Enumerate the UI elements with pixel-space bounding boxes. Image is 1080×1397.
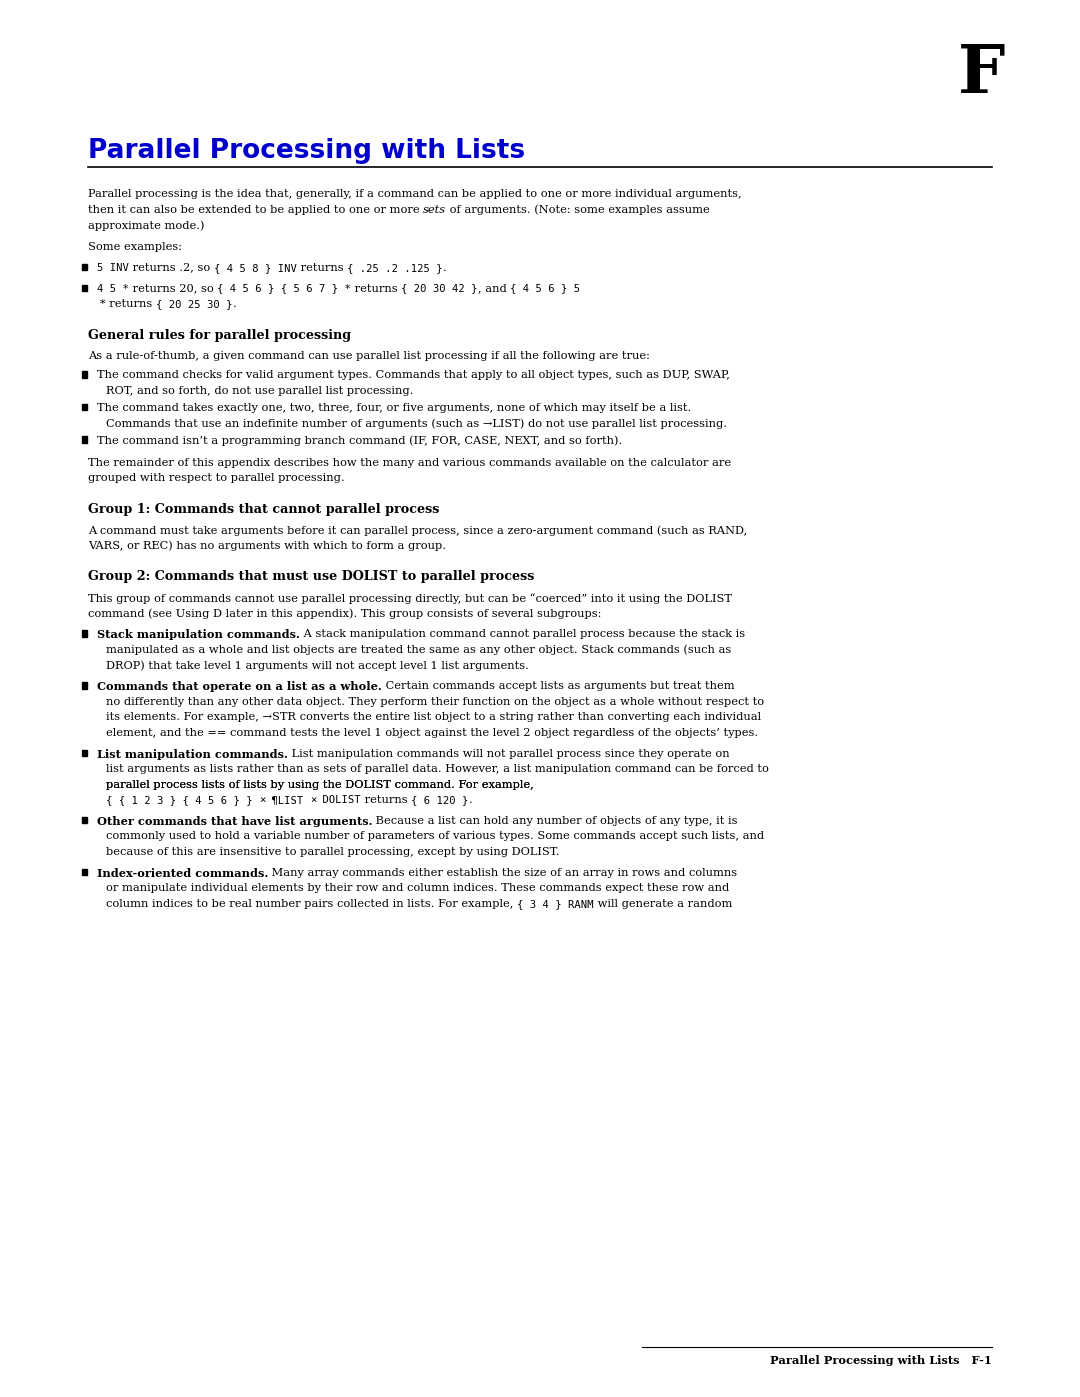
Text: { 4 5 6 } { 5 6 7 } *: { 4 5 6 } { 5 6 7 } *	[217, 284, 351, 293]
Text: Certain commands accept lists as arguments but treat them: Certain commands accept lists as argumen…	[381, 682, 734, 692]
Bar	[81, 817, 87, 823]
Text: parallel process lists of lists by using the DOLIST command. For example,: parallel process lists of lists by using…	[106, 780, 538, 789]
Text: list arguments as lists rather than as sets of parallel data. However, a list ma: list arguments as lists rather than as s…	[106, 764, 769, 774]
Text: { 3 4 } RANM: { 3 4 } RANM	[517, 898, 594, 909]
Text: Parallel processing is the idea that, generally, if a command can be applied to : Parallel processing is the idea that, ge…	[87, 189, 742, 198]
Text: returns 20, so: returns 20, so	[129, 284, 217, 293]
Text: As a rule-of-thumb, a given command can use parallel list processing if all the : As a rule-of-thumb, a given command can …	[87, 351, 650, 360]
Text: approximate mode.): approximate mode.)	[87, 219, 204, 231]
Bar	[81, 869, 87, 876]
Bar	[81, 404, 87, 411]
Text: A stack manipulation command cannot parallel process because the stack is: A stack manipulation command cannot para…	[300, 629, 745, 640]
Text: ×: ×	[259, 795, 266, 805]
Text: DOLIST: DOLIST	[316, 795, 361, 805]
Bar	[81, 372, 87, 377]
Text: F: F	[958, 42, 1005, 108]
Text: The command checks for valid argument types. Commands that apply to all object t: The command checks for valid argument ty…	[97, 370, 730, 380]
Text: 4 5 *: 4 5 *	[97, 284, 129, 293]
Text: column indices to be real number pairs collected in lists. For example,: column indices to be real number pairs c…	[106, 898, 517, 909]
Text: .: .	[443, 263, 446, 272]
Text: Commands that operate on a list as a whole.: Commands that operate on a list as a who…	[97, 682, 381, 692]
Bar	[81, 630, 87, 637]
Text: Parallel Processing with Lists: Parallel Processing with Lists	[87, 138, 525, 163]
Bar	[81, 264, 87, 270]
Bar	[81, 285, 87, 291]
Text: { 6 120 }: { 6 120 }	[411, 795, 469, 805]
Text: or manipulate individual elements by their row and column indices. These command: or manipulate individual elements by the…	[106, 883, 729, 894]
Text: Group 1: Commands that cannot parallel process: Group 1: Commands that cannot parallel p…	[87, 503, 440, 515]
Text: The command isn’t a programming branch command (IF, FOR, CASE, NEXT, and so fort: The command isn’t a programming branch c…	[97, 436, 622, 446]
Bar	[81, 436, 87, 443]
Text: { .25 .2 .125 }: { .25 .2 .125 }	[347, 263, 443, 272]
Text: command (see Using D later in this appendix). This group consists of several sub: command (see Using D later in this appen…	[87, 608, 602, 619]
Text: will generate a random: will generate a random	[594, 898, 732, 909]
Text: parallel process lists of lists by using the DOLIST command. For example,: parallel process lists of lists by using…	[106, 780, 538, 789]
Text: ROT, and so forth, do not use parallel list processing.: ROT, and so forth, do not use parallel l…	[106, 386, 414, 395]
Text: returns: returns	[351, 284, 402, 293]
Text: { 20 25 30 }: { 20 25 30 }	[156, 299, 232, 309]
Text: VARS, or REC) has no arguments with which to form a group.: VARS, or REC) has no arguments with whic…	[87, 541, 446, 552]
Text: , and: , and	[477, 284, 510, 293]
Text: Group 2: Commands that must use DOLIST to parallel process: Group 2: Commands that must use DOLIST t…	[87, 570, 535, 584]
Bar	[81, 682, 87, 689]
Text: of arguments. (Note: some examples assume: of arguments. (Note: some examples assum…	[446, 204, 711, 215]
Text: sets: sets	[423, 204, 446, 215]
Text: The remainder of this appendix describes how the many and various commands avail: The remainder of this appendix describes…	[87, 458, 731, 468]
Text: List manipulation commands will not parallel process since they operate on: List manipulation commands will not para…	[288, 749, 729, 759]
Text: { { 1 2 3 } { 4 5 6 } }: { { 1 2 3 } { 4 5 6 } }	[106, 795, 259, 805]
Text: Commands that use an indefinite number of arguments (such as →LIST) do not use p: Commands that use an indefinite number o…	[106, 418, 727, 429]
Text: 5 INV: 5 INV	[97, 263, 129, 272]
Text: ×: ×	[310, 795, 316, 805]
Text: Many array commands either establish the size of an array in rows and columns: Many array commands either establish the…	[268, 868, 738, 877]
Text: manipulated as a whole and list objects are treated the same as any other object: manipulated as a whole and list objects …	[106, 644, 731, 655]
Text: Other commands that have list arguments.: Other commands that have list arguments.	[97, 816, 373, 827]
Text: .: .	[469, 795, 472, 805]
Text: no differently than any other data object. They perform their function on the ob: no differently than any other data objec…	[106, 697, 765, 707]
Text: grouped with respect to parallel processing.: grouped with respect to parallel process…	[87, 474, 345, 483]
Text: returns: returns	[297, 263, 347, 272]
Text: { 4 5 8 } INV: { 4 5 8 } INV	[214, 263, 297, 272]
Text: Some examples:: Some examples:	[87, 243, 183, 253]
Text: List manipulation commands.: List manipulation commands.	[97, 749, 288, 760]
Text: The command takes exactly one, two, three, four, or five arguments, none of whic: The command takes exactly one, two, thre…	[97, 402, 691, 414]
Text: Stack manipulation commands.: Stack manipulation commands.	[97, 629, 300, 640]
Text: its elements. For example, →STR converts the entire list object to a string rath: its elements. For example, →STR converts…	[106, 712, 761, 722]
Text: { 20 30 42 }: { 20 30 42 }	[402, 284, 477, 293]
Text: Because a list can hold any number of objects of any type, it is: Because a list can hold any number of ob…	[373, 816, 738, 826]
Text: then it can also be extended to be applied to one or more: then it can also be extended to be appli…	[87, 204, 423, 215]
Text: returns .2, so: returns .2, so	[129, 263, 214, 272]
Text: commonly used to hold a variable number of parameters of various types. Some com: commonly used to hold a variable number …	[106, 831, 765, 841]
Text: * returns: * returns	[100, 299, 156, 309]
Text: returns: returns	[361, 795, 411, 805]
Bar	[81, 750, 87, 756]
Text: General rules for parallel processing: General rules for parallel processing	[87, 328, 351, 341]
Text: This group of commands cannot use parallel processing directly, but can be “coer: This group of commands cannot use parall…	[87, 592, 732, 604]
Text: A command must take arguments before it can parallel process, since a zero-argum: A command must take arguments before it …	[87, 525, 747, 536]
Text: Index-oriented commands.: Index-oriented commands.	[97, 868, 268, 879]
Text: ¶LIST: ¶LIST	[266, 795, 310, 805]
Text: Parallel Processing with Lists   F-1: Parallel Processing with Lists F-1	[770, 1355, 993, 1366]
Text: because of this are insensitive to parallel processing, except by using DOLIST.: because of this are insensitive to paral…	[106, 847, 559, 856]
Text: { 4 5 6 } 5: { 4 5 6 } 5	[510, 284, 580, 293]
Text: DROP) that take level 1 arguments will not accept level 1 list arguments.: DROP) that take level 1 arguments will n…	[106, 661, 529, 671]
Text: element, and the == command tests the level 1 object against the level 2 object : element, and the == command tests the le…	[106, 728, 758, 738]
Text: .: .	[232, 299, 237, 309]
